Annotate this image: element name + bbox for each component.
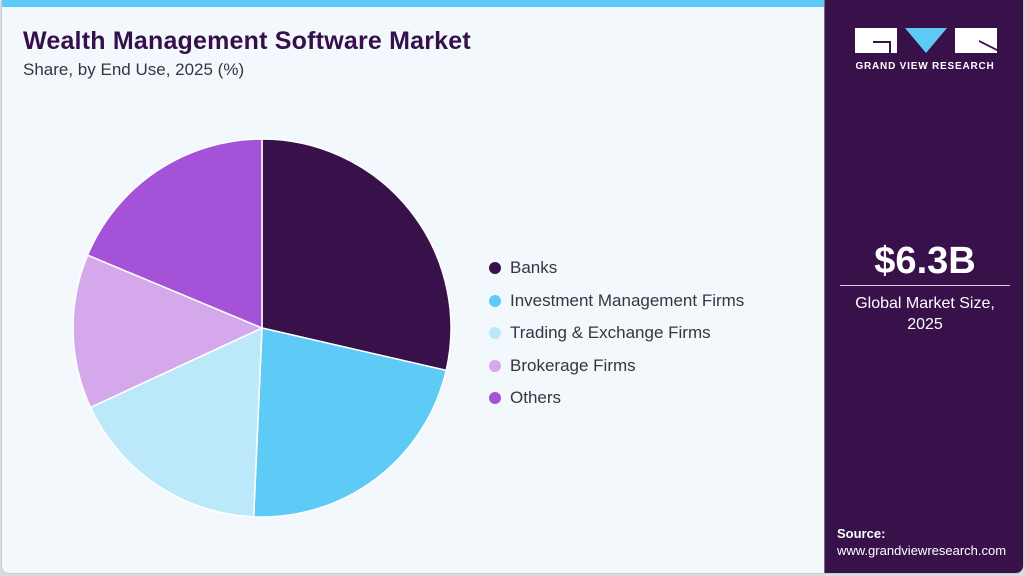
pie-slice-banks: [261, 138, 452, 372]
market-size-value: $6.3B: [874, 240, 976, 282]
legend-item: Brokerage Firms: [489, 350, 744, 383]
grand-view-research-logo-icon: [855, 28, 997, 53]
legend-dot-icon: [489, 359, 501, 372]
legend-label: Banks: [510, 258, 558, 278]
sidebar-panel: GRAND VIEW RESEARCH $6.3B Global Market …: [824, 0, 1023, 573]
legend-label: Investment Management Firms: [510, 290, 745, 310]
source-label: Source:: [837, 526, 886, 541]
market-size-label-line1: Global Market Size,: [855, 295, 995, 312]
pie-slice-others: [86, 138, 263, 330]
legend-item: Others: [489, 382, 744, 415]
legend-label: Others: [510, 388, 562, 408]
pie-slice-trading-exchange-firms: [89, 326, 263, 518]
pie-slice-brokerage-firms: [72, 254, 264, 409]
legend-item: Banks: [489, 252, 744, 285]
source-link[interactable]: www.grandviewresearch.com: [837, 543, 1007, 558]
accent-bar: [2, 0, 824, 7]
market-size-label-line2: 2025: [907, 316, 943, 333]
chart-title: Wealth Management Software Market: [23, 27, 471, 55]
legend-label: Trading & Exchange Firms: [510, 323, 711, 343]
legend-label: Brokerage Firms: [510, 355, 636, 375]
brand-name: GRAND VIEW RESEARCH: [855, 61, 995, 72]
chart-subtitle: Share, by End Use, 2025 (%): [23, 60, 245, 79]
legend-item: Trading & Exchange Firms: [489, 317, 744, 350]
market-size-label: Global Market Size, 2025: [825, 293, 1023, 335]
legend-dot-icon: [489, 392, 501, 405]
legend-dot-icon: [489, 327, 501, 340]
legend-dot-icon: [489, 294, 501, 307]
legend-item: Investment Management Firms: [489, 285, 744, 318]
legend-dot-icon: [489, 262, 501, 275]
pie-chart: [72, 138, 452, 518]
divider: [840, 285, 1010, 286]
chart-legend: Banks Investment Management Firms Trading …: [489, 252, 744, 415]
pie-slice-investment-management-firms: [252, 327, 448, 518]
